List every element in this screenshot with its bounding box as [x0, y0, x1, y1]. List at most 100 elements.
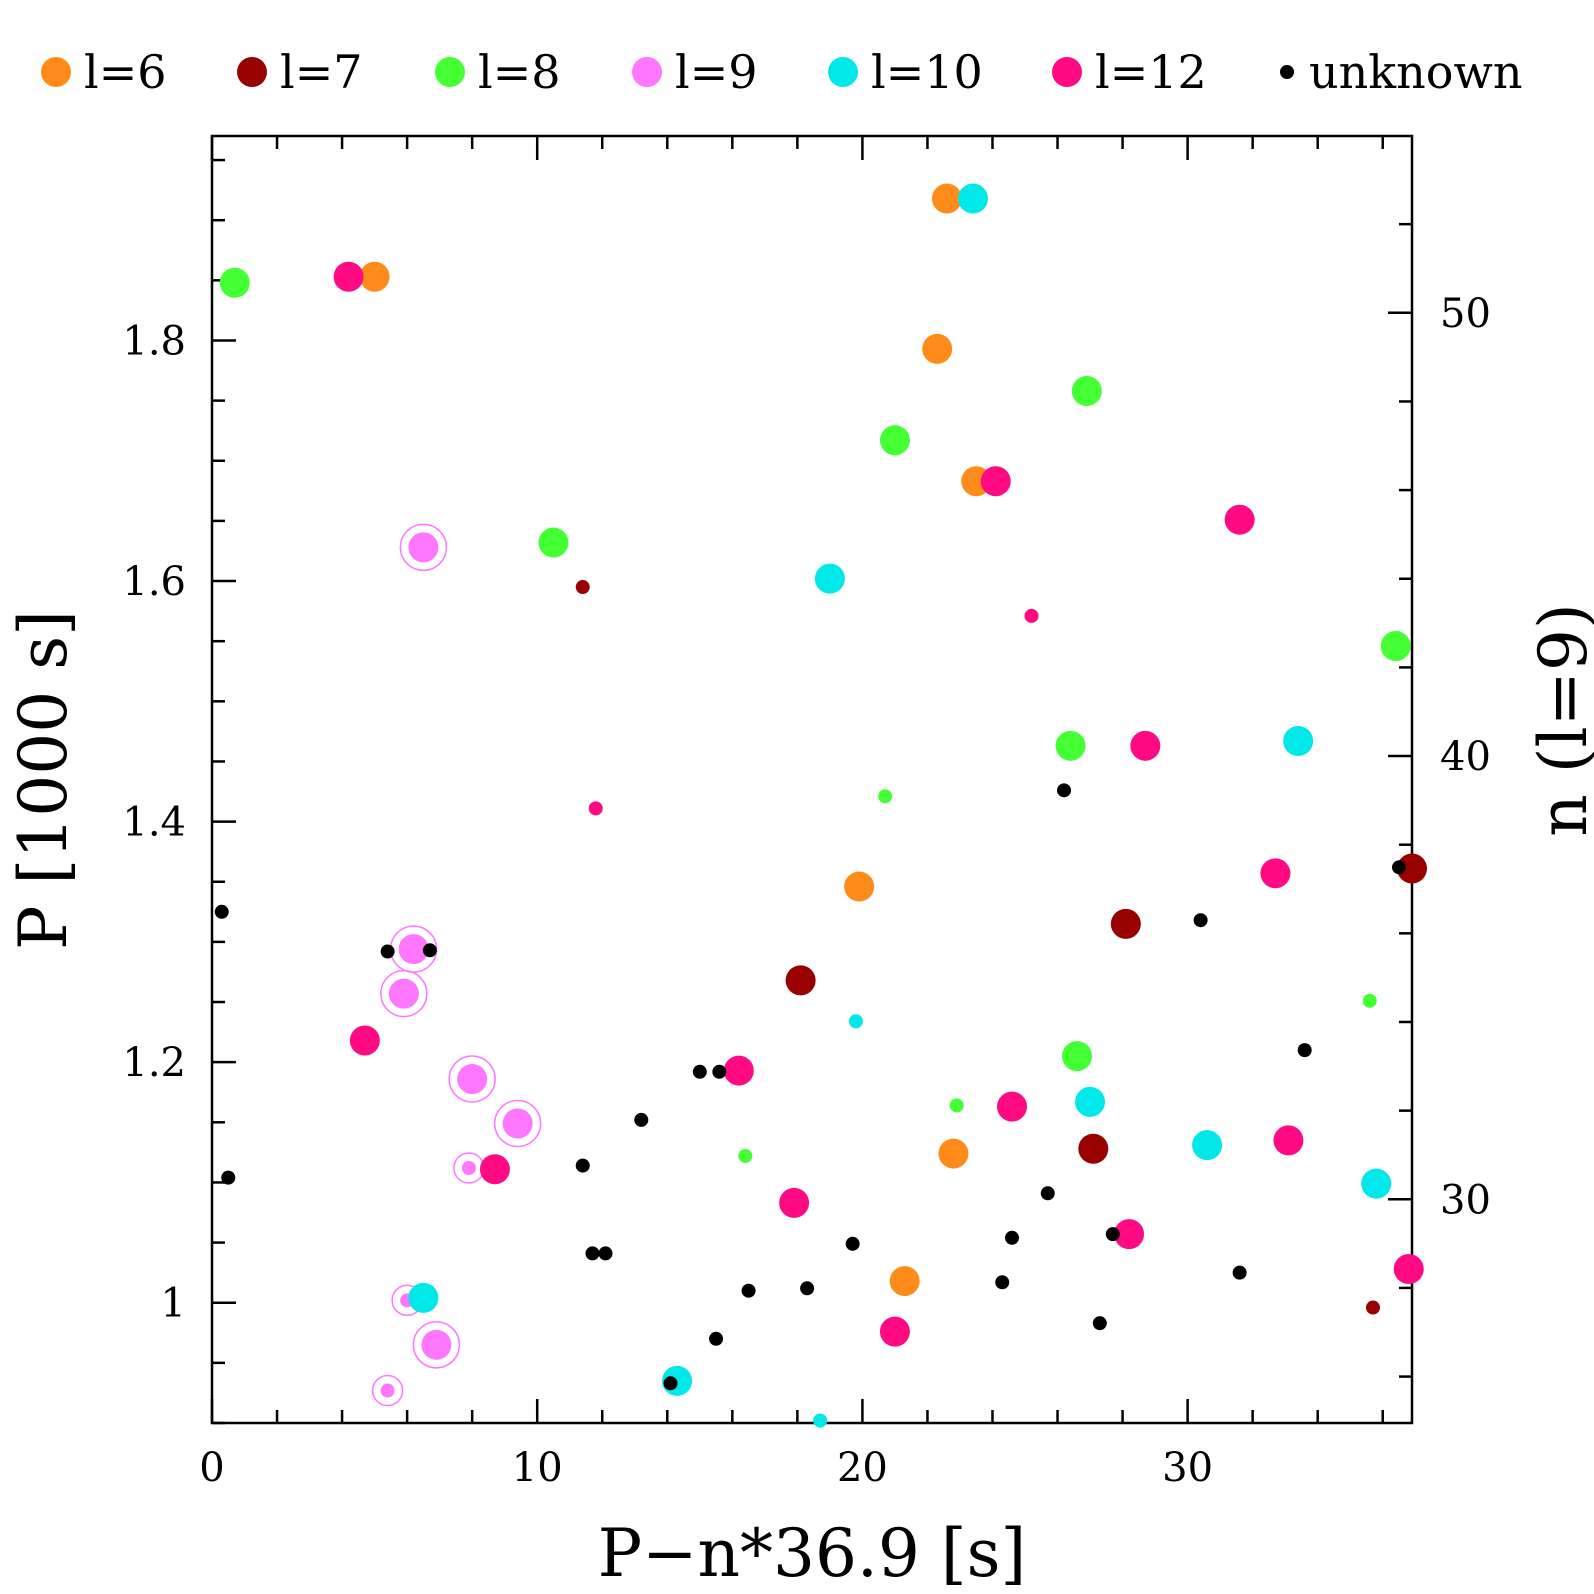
data-point — [779, 1187, 810, 1218]
data-point — [1362, 993, 1377, 1008]
legend-swatch — [237, 57, 267, 87]
data-point — [380, 1383, 395, 1398]
legend-label: l=8 — [478, 45, 561, 99]
right-axis-title: n (l=9) — [1525, 603, 1594, 836]
data-point — [1005, 1230, 1019, 1245]
data-point — [1397, 853, 1427, 884]
plot-frame — [210, 134, 1414, 1425]
series-l=10 — [408, 183, 1392, 1428]
data-point — [408, 532, 439, 563]
series-l=9 — [371, 523, 542, 1407]
series-l=12 — [333, 261, 1424, 1347]
data-point — [1040, 1186, 1055, 1201]
legend-item: unknown — [1280, 45, 1522, 99]
data-point — [931, 183, 962, 214]
series-l=6 — [359, 183, 992, 1297]
legend-swatch — [1280, 65, 1294, 79]
legend-label: l=12 — [1095, 45, 1207, 99]
data-point — [1055, 730, 1086, 761]
y2-tick-label: 50 — [1440, 291, 1491, 337]
y-tick-label: 1 — [161, 1281, 186, 1327]
y-tick-label: 1.6 — [122, 559, 186, 605]
point-ring — [399, 523, 448, 572]
data-point — [1110, 908, 1141, 939]
data-point — [214, 904, 229, 919]
data-point — [1297, 1043, 1312, 1058]
data-point — [1024, 608, 1039, 623]
data-point — [957, 183, 988, 214]
point-ring — [371, 1374, 404, 1407]
data-point — [398, 934, 429, 965]
data-point — [575, 580, 590, 595]
x-axis-title: P−n*36.9 [s] — [598, 1515, 1027, 1592]
data-point — [538, 527, 569, 558]
data-point — [738, 1148, 753, 1163]
data-point — [1071, 375, 1102, 406]
data-point — [938, 1138, 969, 1169]
legend-item: l=10 — [828, 45, 983, 99]
data-point — [634, 1112, 649, 1127]
data-point — [813, 1413, 828, 1428]
data-point — [663, 1376, 678, 1391]
data-point — [457, 1063, 488, 1094]
data-point — [1092, 1316, 1107, 1331]
data-point — [1361, 1168, 1392, 1199]
data-point — [1130, 730, 1161, 761]
legend-swatch — [435, 57, 465, 87]
x-tick-label: 0 — [199, 1445, 224, 1491]
data-point — [1380, 630, 1411, 661]
x-tick-label: 10 — [512, 1445, 563, 1491]
data-point — [878, 789, 893, 804]
data-point — [995, 1275, 1010, 1290]
data-point — [814, 563, 845, 594]
y-tick-label: 1.2 — [122, 1040, 186, 1086]
data-point — [388, 978, 419, 1009]
data-point — [1224, 504, 1255, 535]
data-point — [1260, 858, 1291, 889]
data-point — [712, 1064, 727, 1079]
legend-swatch — [828, 57, 858, 87]
data-point — [479, 1154, 510, 1185]
data-point — [997, 1091, 1027, 1122]
data-point — [922, 333, 953, 364]
data-point — [1114, 1219, 1145, 1250]
data-point — [333, 261, 364, 292]
data-point — [421, 1329, 452, 1360]
data-point — [785, 965, 816, 996]
y2-tick-label: 30 — [1440, 1177, 1491, 1223]
legend-label: l=7 — [280, 45, 363, 99]
data-point — [1365, 1300, 1380, 1315]
legend-swatch — [41, 57, 71, 87]
legend-item: l=6 — [41, 45, 167, 99]
data-point — [349, 1025, 380, 1056]
y2-tick-label: 40 — [1440, 734, 1491, 780]
data-point — [1193, 913, 1208, 928]
data-point — [1075, 1086, 1106, 1117]
series-unknown — [214, 783, 1406, 1391]
legend-swatch — [632, 57, 662, 87]
data-point — [844, 871, 875, 902]
data-point — [949, 1098, 964, 1113]
legend-item: l=8 — [435, 45, 561, 99]
data-point — [848, 1014, 863, 1029]
data-point — [408, 1282, 439, 1313]
series-l=7 — [575, 580, 1427, 1315]
data-point — [575, 1158, 590, 1173]
data-point — [585, 1246, 600, 1261]
legend-item: l=7 — [237, 45, 363, 99]
data-point — [723, 1055, 754, 1086]
data-point — [219, 267, 250, 298]
point-ring — [380, 969, 428, 1018]
x-tick-label: 20 — [837, 1445, 888, 1491]
point-ring — [448, 1055, 496, 1103]
legend-label: l=6 — [84, 45, 167, 99]
data-point — [422, 943, 437, 958]
series-l=8 — [219, 267, 1411, 1163]
data-point — [980, 466, 1011, 497]
data-point — [879, 425, 910, 456]
data-point — [1393, 1254, 1424, 1285]
legend-item: l=9 — [632, 45, 758, 99]
data-point — [889, 1266, 920, 1297]
data-point — [461, 1161, 476, 1176]
data-point — [741, 1283, 756, 1298]
